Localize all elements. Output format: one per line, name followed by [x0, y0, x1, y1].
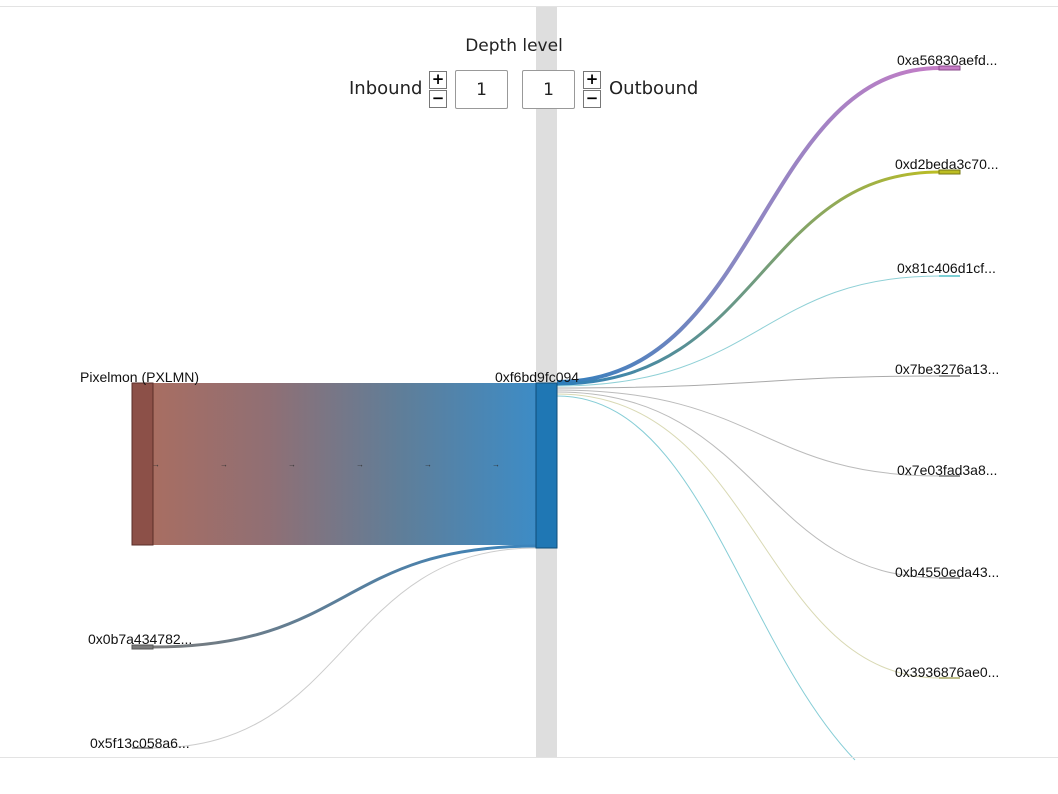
- inbound-node-label-1[interactable]: 0x0b7a434782...: [88, 631, 193, 647]
- outbound-node-label-3[interactable]: 0x81c406d1cf...: [897, 260, 996, 276]
- outbound-node-7[interactable]: [939, 677, 960, 679]
- outbound-node-label-4[interactable]: 0x7be3276a13...: [895, 361, 1000, 377]
- inbound-label: Inbound: [349, 78, 423, 99]
- outbound-link-2[interactable]: [556, 170, 941, 386]
- flow-direction-arrows: → → → → → →: [152, 460, 500, 469]
- outbound-decrement-button[interactable]: −: [583, 90, 601, 108]
- outbound-node-1[interactable]: [938, 65, 961, 71]
- outbound-node-6[interactable]: [939, 577, 960, 579]
- outbound-node-5[interactable]: [939, 475, 960, 477]
- outbound-node-4[interactable]: [939, 375, 960, 377]
- outbound-link-7[interactable]: [556, 393, 941, 679]
- svg-text:→: →: [492, 460, 500, 469]
- outbound-node-label-5[interactable]: 0x7e03fad3a8...: [897, 462, 998, 478]
- svg-text:→: →: [288, 460, 296, 469]
- inbound-node-2[interactable]: [132, 747, 153, 749]
- center-node[interactable]: [535, 382, 558, 549]
- center-node-label[interactable]: 0xf6bd9fc094: [495, 369, 580, 385]
- outbound-link-1[interactable]: [556, 66, 941, 384]
- inbound-node-label-2[interactable]: 0x5f13c058a6...: [90, 735, 190, 751]
- inbound-link-1[interactable]: [152, 544, 537, 649]
- depth-level-title: Depth level: [465, 36, 563, 56]
- outbound-label: Outbound: [609, 78, 699, 99]
- outbound-node-label-1[interactable]: 0xa56830aefd...: [897, 52, 998, 68]
- svg-text:→: →: [424, 460, 432, 469]
- inbound-node-1[interactable]: [131, 644, 154, 650]
- outbound-node-label-2[interactable]: 0xd2beda3c70...: [895, 156, 999, 172]
- bottom-divider: [0, 757, 1058, 758]
- svg-text:→: →: [220, 460, 228, 469]
- center-column-highlight: [536, 7, 557, 757]
- inbound-increment-button[interactable]: +: [429, 71, 447, 89]
- token-flow-band: [153, 383, 536, 545]
- outbound-node-3[interactable]: [939, 275, 960, 277]
- top-divider: [0, 6, 1058, 7]
- outbound-link-3[interactable]: [556, 275, 941, 387]
- outbound-node-label-7[interactable]: 0x3936876ae0...: [895, 664, 1000, 680]
- svg-text:→: →: [356, 460, 364, 469]
- outbound-link-5[interactable]: [556, 389, 941, 477]
- svg-text:→: →: [152, 460, 160, 469]
- outbound-depth-input[interactable]: [522, 70, 575, 109]
- outbound-link-6[interactable]: [556, 391, 941, 579]
- outbound-node-2[interactable]: [938, 169, 961, 175]
- inbound-depth-input[interactable]: [455, 70, 508, 109]
- outbound-link-8[interactable]: [556, 395, 856, 761]
- inbound-decrement-button[interactable]: −: [429, 90, 447, 108]
- outbound-link-4[interactable]: [556, 375, 941, 389]
- inbound-link-2[interactable]: [152, 547, 537, 749]
- token-node[interactable]: [131, 382, 154, 546]
- token-node-label[interactable]: Pixelmon (PXLMN): [80, 369, 200, 385]
- outbound-node-label-6[interactable]: 0xb4550eda43...: [895, 564, 1000, 580]
- outbound-increment-button[interactable]: +: [583, 71, 601, 89]
